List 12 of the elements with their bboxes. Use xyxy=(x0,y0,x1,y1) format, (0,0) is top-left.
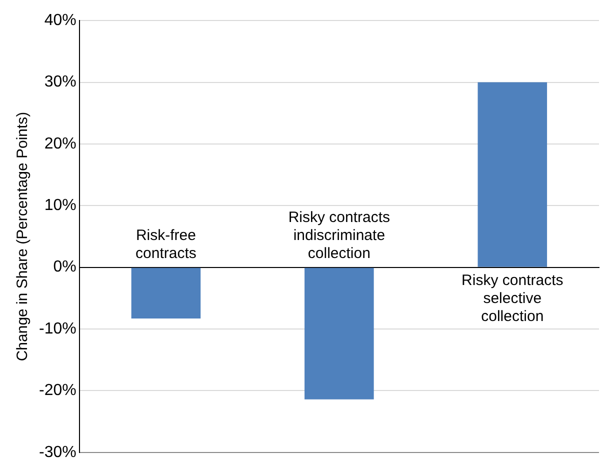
y-axis-title: Change in Share (Percentage Points) xyxy=(14,112,32,362)
y-tick-label: 20% xyxy=(44,135,76,152)
y-tick-label: -30% xyxy=(38,444,76,461)
y-tick-label: -10% xyxy=(38,320,76,338)
x-tick-label: Risky contracts indiscriminate collection xyxy=(288,208,390,262)
y-tick-label: 0% xyxy=(53,258,76,276)
x-tick-label: Risk-free contracts xyxy=(136,226,196,262)
x-tick-label: Risky contracts selective collection xyxy=(462,272,564,325)
y-tick-label: 30% xyxy=(44,74,76,91)
y-tick-label: 40% xyxy=(44,12,76,30)
y-tick-label: 10% xyxy=(44,197,76,214)
y-tick-label: -20% xyxy=(38,382,76,400)
